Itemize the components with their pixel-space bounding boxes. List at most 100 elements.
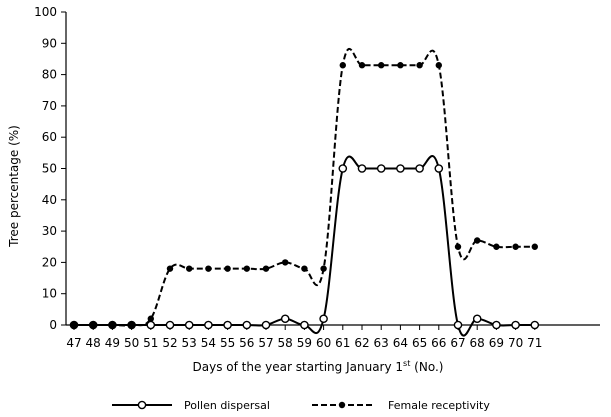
x-tick-label: 70 bbox=[508, 336, 523, 350]
legend-item-pollen-dispersal: Pollen dispersal bbox=[112, 399, 270, 412]
point-female-receptivity bbox=[70, 321, 78, 329]
y-tick-label: 100 bbox=[34, 5, 57, 19]
y-tick-label: 30 bbox=[42, 224, 57, 238]
x-tick-label: 63 bbox=[374, 336, 389, 350]
point-pollen-dispersal bbox=[184, 320, 194, 330]
y-tick-label: 0 bbox=[49, 318, 57, 332]
point-female-receptivity bbox=[512, 243, 519, 250]
point-female-receptivity bbox=[147, 315, 154, 322]
x-tick-label: 58 bbox=[278, 336, 293, 350]
point-female-receptivity bbox=[128, 321, 135, 329]
x-axis-label: Days of the year starting January 1st (N… bbox=[193, 359, 444, 374]
x-tick-label: 64 bbox=[393, 336, 408, 350]
x-tick-label: 50 bbox=[124, 336, 139, 350]
x-tick-label: 52 bbox=[162, 336, 177, 350]
x-tick-label: 47 bbox=[66, 336, 81, 350]
point-pollen-dispersal bbox=[338, 164, 348, 173]
legend-marker-female-receptivity bbox=[338, 401, 346, 409]
point-pollen-dispersal bbox=[204, 320, 213, 330]
y-tick-label: 40 bbox=[42, 193, 57, 207]
point-female-receptivity bbox=[109, 321, 116, 329]
point-pollen-dispersal bbox=[511, 320, 520, 330]
point-pollen-dispersal bbox=[319, 314, 328, 324]
point-pollen-dispersal bbox=[300, 320, 309, 330]
point-female-receptivity bbox=[90, 321, 97, 329]
series-line-pollen-dispersal bbox=[73, 154, 535, 337]
point-pollen-dispersal bbox=[453, 320, 463, 330]
y-ticks: 0 10 20 30 40 50 60 70 80 90 100 bbox=[34, 5, 66, 332]
x-tick-label: 69 bbox=[489, 336, 504, 350]
series-line-female-receptivity bbox=[73, 48, 535, 327]
point-female-receptivity bbox=[166, 265, 174, 272]
point-female-receptivity bbox=[224, 265, 231, 272]
point-pollen-dispersal bbox=[492, 320, 501, 330]
x-tick-label: 67 bbox=[450, 336, 465, 350]
point-pollen-dispersal bbox=[472, 314, 482, 324]
point-pollen-dispersal bbox=[376, 164, 386, 173]
point-female-receptivity bbox=[435, 62, 442, 69]
x-tick-label: 55 bbox=[220, 336, 235, 350]
point-female-receptivity bbox=[358, 62, 366, 69]
point-pollen-dispersal bbox=[223, 320, 232, 330]
point-female-receptivity bbox=[397, 62, 404, 69]
point-pollen-dispersal bbox=[242, 320, 252, 330]
legend: Pollen dispersal Female receptivity bbox=[112, 399, 490, 412]
point-female-receptivity bbox=[282, 259, 289, 266]
point-pollen-dispersal bbox=[165, 320, 175, 330]
legend-label-pollen-dispersal: Pollen dispersal bbox=[184, 399, 270, 412]
point-female-receptivity bbox=[474, 237, 481, 244]
point-pollen-dispersal bbox=[530, 320, 540, 330]
x-tick-label: 59 bbox=[297, 336, 312, 350]
y-tick-label: 60 bbox=[42, 130, 57, 144]
point-female-receptivity bbox=[320, 265, 327, 272]
x-axis-label-main: Days of the year starting January 1 bbox=[193, 360, 404, 374]
point-female-receptivity bbox=[262, 265, 270, 272]
y-tick-label: 90 bbox=[42, 36, 57, 50]
point-female-receptivity bbox=[243, 265, 250, 272]
point-female-receptivity bbox=[186, 265, 193, 272]
point-female-receptivity bbox=[454, 243, 462, 250]
x-axis-label-sup: st bbox=[403, 359, 410, 368]
x-tick-label: 68 bbox=[470, 336, 485, 350]
point-female-receptivity bbox=[301, 265, 308, 272]
x-axis-label-suffix: (No.) bbox=[410, 360, 443, 374]
series-group bbox=[69, 48, 540, 337]
point-female-receptivity bbox=[531, 243, 538, 250]
point-pollen-dispersal bbox=[434, 164, 444, 173]
x-tick-label: 62 bbox=[354, 336, 369, 350]
x-tick-label: 60 bbox=[316, 336, 331, 350]
y-tick-label: 80 bbox=[42, 68, 57, 82]
y-tick-label: 70 bbox=[42, 99, 57, 113]
x-tick-label: 71 bbox=[527, 336, 542, 350]
point-pollen-dispersal bbox=[415, 164, 424, 173]
y-tick-label: 50 bbox=[42, 162, 57, 176]
x-tick-label: 66 bbox=[431, 336, 446, 350]
point-pollen-dispersal bbox=[357, 164, 367, 173]
legend-label-female-receptivity: Female receptivity bbox=[388, 399, 490, 412]
y-tick-label: 20 bbox=[42, 255, 57, 269]
x-tick-label: 56 bbox=[239, 336, 254, 350]
point-pollen-dispersal bbox=[280, 314, 290, 324]
point-female-receptivity bbox=[339, 62, 346, 69]
x-tick-label: 53 bbox=[182, 336, 197, 350]
point-female-receptivity bbox=[493, 243, 500, 250]
x-tick-label: 51 bbox=[143, 336, 158, 350]
x-tick-label: 57 bbox=[258, 336, 273, 350]
y-axis-label: Tree percentage (%) bbox=[7, 125, 21, 248]
x-tick-label: 65 bbox=[412, 336, 427, 350]
point-female-receptivity bbox=[205, 265, 212, 272]
legend-marker-pollen-dispersal bbox=[137, 400, 147, 410]
point-female-receptivity bbox=[416, 62, 423, 69]
y-tick-label: 10 bbox=[42, 287, 57, 301]
x-tick-label: 61 bbox=[335, 336, 350, 350]
legend-item-female-receptivity: Female receptivity bbox=[312, 399, 490, 412]
x-tick-label: 48 bbox=[86, 336, 101, 350]
point-pollen-dispersal bbox=[261, 320, 271, 330]
point-female-receptivity bbox=[378, 62, 385, 69]
x-tick-label: 49 bbox=[105, 336, 120, 350]
axes bbox=[65, 12, 600, 326]
point-pollen-dispersal bbox=[396, 164, 405, 173]
x-ticks: 47 48 49 50 51 52 53 54 55 56 57 58 59 60 61 62 63 64 65 66… bbox=[66, 325, 542, 350]
x-tick-label: 54 bbox=[201, 336, 216, 350]
